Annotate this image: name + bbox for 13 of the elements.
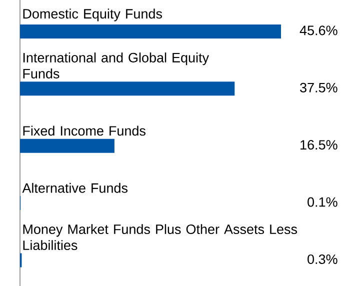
data-label: 45.6%: [300, 26, 338, 36]
y-tick-label: Fixed Income Funds: [23, 126, 146, 136]
data-label: 0.3%: [308, 254, 338, 264]
y-tick-label: Domestic Equity Funds: [23, 8, 162, 22]
y-tick-label: Alternative Funds: [22, 182, 128, 193]
y-tick-label: International and Global Equity Funds: [23, 52, 209, 78]
bar: [20, 138, 114, 153]
data-label: 0.1%: [308, 197, 338, 207]
y-tick-label: Money Market Funds Plus Other Assets Less Liabilities: [23, 224, 298, 250]
bar: [20, 24, 281, 38]
data-label: 16.5%: [300, 140, 338, 150]
data-label: 37.5%: [300, 82, 338, 92]
bar: [20, 82, 235, 96]
